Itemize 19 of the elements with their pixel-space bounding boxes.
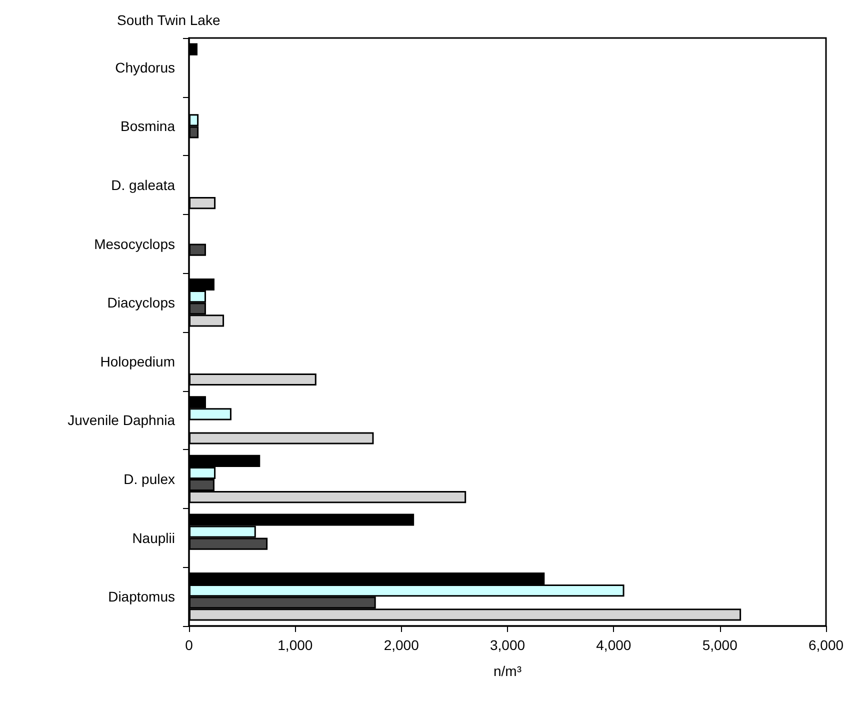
y-tick-label: Diacyclops [107,294,175,311]
x-tick-label: 1,000 [278,637,313,653]
chart-title: South Twin Lake [117,12,220,28]
x-tick-label: 6,000 [808,637,844,653]
x-tick-label: 5,000 [702,637,738,653]
y-tick-label: D. galeata [111,177,176,193]
x-tick-label: 3,000 [490,637,526,653]
y-tick-label: Diaptomus [108,588,175,605]
x-tick-label: 2,000 [384,637,420,653]
x-tick-label: 4,000 [596,637,632,653]
x-tick-label: 0 [185,637,194,653]
x-axis-title: n/m³ [494,663,522,679]
y-tick-label: Chydorus [115,59,175,76]
y-tick-label: Bosmina [120,118,176,134]
y-tick-label: Mesocyclops [94,236,175,252]
y-tick-label: Juvenile Daphnia [68,412,176,428]
y-tick-label: Nauplii [132,530,175,546]
y-tick-label: D. pulex [124,471,175,487]
y-tick-label: Holopedium [100,353,175,370]
